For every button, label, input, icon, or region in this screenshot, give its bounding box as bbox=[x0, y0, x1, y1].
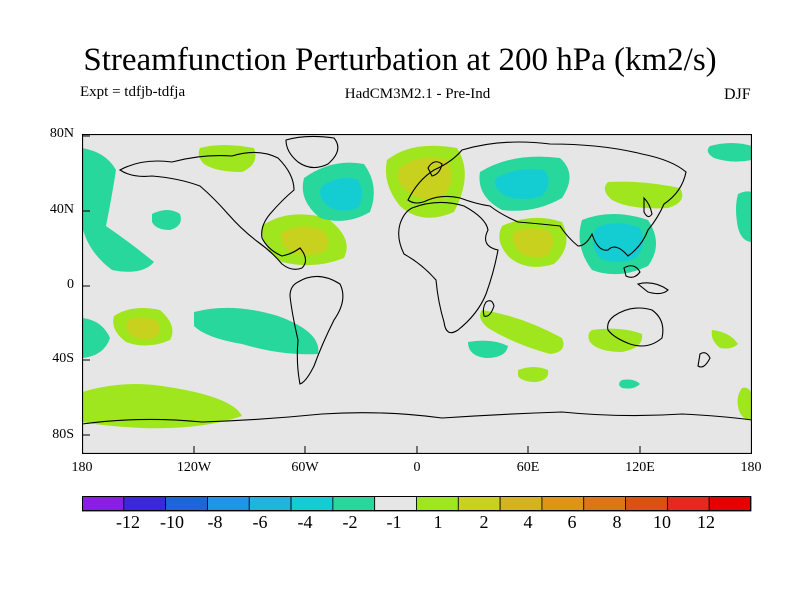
lon-tick-label: 180 bbox=[740, 460, 762, 475]
lon-tick-label: 60E bbox=[516, 460, 540, 475]
experiment-label: Expt = tdfjb-tdfja bbox=[80, 84, 186, 100]
lon-tick-label: 120E bbox=[625, 460, 655, 475]
central-asia-negative-core bbox=[495, 169, 549, 199]
borneo-coastline bbox=[623, 265, 641, 278]
eurasia-coastline bbox=[407, 141, 687, 257]
colorbar-cell bbox=[207, 496, 250, 512]
hawaii-negative-region bbox=[152, 210, 181, 230]
antarctica-coastline bbox=[82, 411, 752, 425]
south-atlantic-positive-region bbox=[518, 367, 549, 382]
colorbar-label: -12 bbox=[116, 512, 140, 532]
colorbar-cell bbox=[374, 496, 417, 512]
south-pacific-positive-core bbox=[126, 317, 161, 340]
lon-tick-label: 180 bbox=[71, 460, 93, 475]
greenland-coastline bbox=[285, 135, 339, 169]
arctic-canada-positive-region bbox=[198, 145, 256, 172]
colorbar-cell bbox=[625, 496, 668, 512]
lon-tick-label: 0 bbox=[413, 460, 421, 475]
colorbar-label: -2 bbox=[342, 512, 358, 532]
australia-coastline bbox=[607, 307, 664, 347]
colorbar-cells bbox=[82, 496, 752, 512]
east-asia-negative-core bbox=[592, 223, 644, 262]
colorbar-cell bbox=[82, 496, 125, 512]
colorbar-cell bbox=[248, 496, 292, 512]
lon-tick-label: 120W bbox=[176, 460, 212, 475]
gulf-positive-core bbox=[280, 226, 329, 255]
lat-tick-label: 0 bbox=[67, 277, 74, 292]
colorbar-cell bbox=[457, 496, 501, 512]
south-america-coastline bbox=[289, 275, 344, 385]
colorbar-cell bbox=[123, 496, 167, 512]
colorbar-label: -6 bbox=[252, 512, 268, 532]
japan-coastline bbox=[643, 196, 653, 218]
new-guinea-coastline bbox=[636, 282, 669, 295]
bering-negative-region bbox=[707, 143, 752, 162]
north-atlantic-negative-core bbox=[320, 178, 362, 211]
lat-tick-label: 40S bbox=[52, 351, 74, 366]
colorbar-label: -4 bbox=[297, 512, 313, 532]
map-frame bbox=[82, 134, 752, 454]
colorbar-cell bbox=[165, 496, 208, 512]
colorbar-label: -1 bbox=[386, 512, 402, 532]
colorbar-label: 2 bbox=[479, 512, 489, 532]
southern-ocean-positive-region bbox=[82, 384, 242, 429]
colorbar-cell bbox=[290, 496, 334, 512]
axis-ticks bbox=[82, 135, 641, 454]
west-edge-negative-region bbox=[82, 318, 110, 358]
colorbar-cell bbox=[332, 496, 376, 512]
new-zealand-coastline bbox=[697, 352, 711, 368]
model-label: HadCM3M2.1 - Pre-Ind bbox=[344, 86, 491, 102]
lat-tick-label: 80S bbox=[52, 427, 74, 442]
north-pacific-positive-region bbox=[604, 181, 683, 209]
east-pacific-negative-region bbox=[736, 191, 752, 242]
small-negative-region bbox=[619, 379, 640, 389]
australia-positive-region bbox=[588, 328, 643, 352]
southwest-pacific-positive-region bbox=[711, 330, 738, 349]
colorbar-cell bbox=[666, 496, 710, 512]
colorbar-cell bbox=[583, 496, 626, 512]
north-america-coastline bbox=[118, 151, 307, 270]
colorbar-label: -8 bbox=[207, 512, 223, 532]
season-label: DJF bbox=[724, 86, 751, 103]
south-america-negative-region bbox=[194, 307, 319, 355]
chart-title: Streamfunction Perturbation at 200 hPa (… bbox=[83, 42, 717, 78]
colorbar-frame bbox=[82, 496, 751, 511]
colorbar-label: 10 bbox=[653, 512, 671, 532]
colorbar-label: 12 bbox=[697, 512, 715, 532]
colorbar-label: -10 bbox=[160, 512, 184, 532]
colorbar-label: 8 bbox=[612, 512, 622, 532]
south-atlantic-negative-region bbox=[468, 340, 508, 358]
coastlines bbox=[82, 135, 752, 425]
colorbar-cell bbox=[541, 496, 585, 512]
middle-east-positive-core bbox=[512, 228, 554, 258]
north-pacific-negative-region bbox=[82, 148, 154, 272]
madagascar-coastline bbox=[482, 300, 495, 317]
indian-ocean-positive-region bbox=[480, 310, 564, 354]
colorbar-cell bbox=[708, 496, 752, 512]
colorbar-cell bbox=[416, 496, 459, 512]
colorbar bbox=[82, 496, 752, 512]
colorbar-label: 4 bbox=[523, 512, 533, 532]
africa-coastline bbox=[398, 201, 499, 334]
lat-tick-label: 80N bbox=[49, 126, 74, 141]
colorbar-label: 1 bbox=[433, 512, 443, 532]
lon-tick-label: 60W bbox=[291, 460, 319, 475]
colorbar-label: 6 bbox=[567, 512, 577, 532]
britain-coastline bbox=[427, 161, 443, 177]
negative-anomaly-regions bbox=[82, 143, 752, 389]
colorbar-cell bbox=[499, 496, 543, 512]
east-edge-positive-region bbox=[737, 387, 752, 420]
streamfunction-map bbox=[82, 134, 752, 454]
lat-tick-label: 40N bbox=[49, 202, 74, 217]
